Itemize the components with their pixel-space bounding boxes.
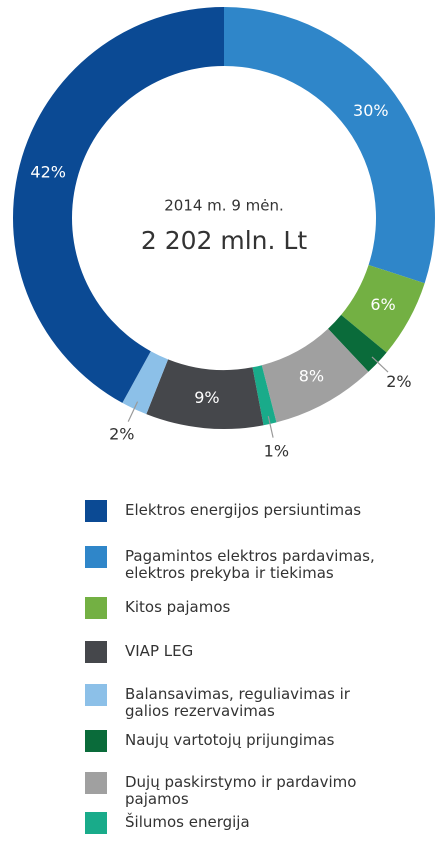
- center-total: 2 202 mln. Lt: [141, 226, 307, 255]
- legend-swatch: [85, 730, 107, 752]
- legend-label: Pagamintos elektros pardavimas, elektros…: [125, 547, 375, 582]
- donut-slice: [252, 365, 277, 426]
- legend-swatch: [85, 772, 107, 794]
- donut-slice: [341, 264, 425, 353]
- leader-line: [127, 401, 139, 422]
- value-label: 8%: [299, 367, 324, 386]
- legend-label: Elektros energijos persiuntimas: [125, 501, 362, 519]
- donut-slice: [224, 7, 435, 284]
- donut-slice: [13, 7, 225, 403]
- legend-item: Elektros energijos persiuntimas: [85, 500, 405, 522]
- donut-slice: [146, 359, 264, 429]
- legend-item: Naujų vartotojų prijungimas: [85, 730, 405, 752]
- legend-swatch: [85, 641, 107, 663]
- value-label: 6%: [370, 295, 395, 314]
- donut-slice: [122, 351, 169, 415]
- value-label: 1%: [264, 442, 289, 461]
- value-label: 42%: [30, 162, 66, 181]
- legend-swatch: [85, 684, 107, 706]
- leader-line: [371, 356, 389, 373]
- legend-swatch: [85, 546, 107, 568]
- chart: 2014 m. 9 mėn. 2 202 mln. Lt 30% 6% 2% 8% 1%…: [13, 7, 435, 461]
- legend-label: Balansavimas, reguliavimas ir galios rez…: [125, 685, 350, 720]
- value-label: 30%: [353, 101, 389, 120]
- legend-label: Dujų paskirstymo ir pardavimo pajamos: [125, 773, 357, 808]
- leader-line: [267, 415, 274, 438]
- legend-label: Šilumos energija: [125, 813, 250, 831]
- value-label: 9%: [194, 388, 219, 407]
- legend-swatch: [85, 500, 107, 522]
- legend-label: Naujų vartotojų prijungimas: [125, 731, 335, 749]
- center-title: 2014 m. 9 mėn.: [164, 197, 284, 215]
- legend-item: Dujų paskirstymo ir pardavimo pajamos: [85, 772, 405, 808]
- legend-item: Balansavimas, reguliavimas ir galios rez…: [85, 684, 405, 720]
- legend-swatch: [85, 812, 107, 834]
- legend-item: Pagamintos elektros pardavimas, elektros…: [85, 546, 405, 582]
- legend-label: VIAP LEG: [125, 642, 194, 660]
- legend-item: Kitos pajamos: [85, 597, 405, 619]
- value-label: 2%: [386, 372, 411, 391]
- legend-label: Kitos pajamos: [125, 598, 231, 616]
- value-label: 2%: [109, 425, 134, 444]
- legend-item: VIAP LEG: [85, 641, 405, 663]
- legend-item: Šilumos energija: [85, 812, 405, 834]
- legend-swatch: [85, 597, 107, 619]
- donut-slice: [261, 328, 369, 423]
